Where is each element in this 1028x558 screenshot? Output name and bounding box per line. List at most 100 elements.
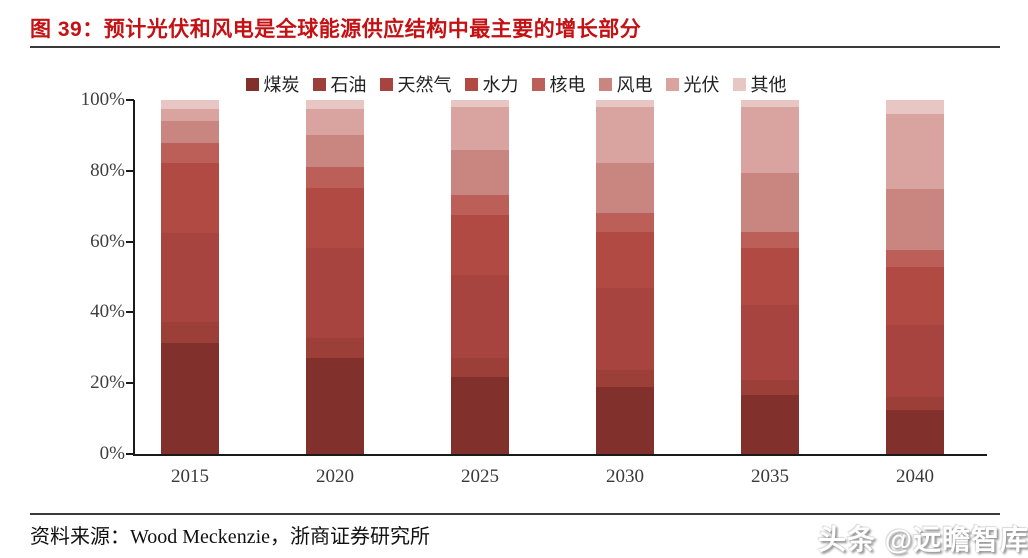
y-axis-tick <box>126 169 134 172</box>
bar-segment-光伏 <box>596 106 654 164</box>
bar-segment-核电 <box>306 166 364 189</box>
x-axis-label-2025: 2025 <box>461 466 499 487</box>
legend-label: 风电 <box>616 75 653 95</box>
bar-segment-煤炭 <box>451 376 509 454</box>
bar-segment-其他 <box>596 100 654 107</box>
bar-segment-煤炭 <box>886 410 944 454</box>
legend-item-煤炭: 煤炭 <box>245 71 300 97</box>
bar-segment-天然气 <box>596 288 654 371</box>
bar-segment-石油 <box>596 370 654 387</box>
bar-segment-水力 <box>886 266 944 326</box>
bar-segment-核电 <box>741 231 799 249</box>
bar-2025 <box>451 100 509 454</box>
legend-swatch-icon <box>531 77 545 91</box>
chart-legend: 煤炭 石油 天然气 水力 核电 风电 光伏 其他 <box>90 71 942 97</box>
bar-segment-光伏 <box>886 113 944 189</box>
bar-2030 <box>596 100 654 454</box>
y-axis-label: 40% <box>90 301 125 323</box>
bar-segment-石油 <box>451 358 509 377</box>
bar-2020 <box>306 100 364 454</box>
bar-segment-其他 <box>161 100 219 109</box>
x-axis-label-2015: 2015 <box>171 466 209 487</box>
bar-segment-光伏 <box>306 108 364 136</box>
bar-2040 <box>886 100 944 454</box>
legend-swatch-icon <box>245 77 259 91</box>
legend-item-风电: 风电 <box>598 71 653 97</box>
y-axis-label: 60% <box>90 230 125 252</box>
bar-segment-光伏 <box>161 108 219 121</box>
legend-label: 天然气 <box>397 75 452 95</box>
x-axis-labels: 2015 2020 2025 2030 2035 2040 <box>135 466 987 490</box>
bar-segment-煤炭 <box>306 358 364 454</box>
bar-segment-天然气 <box>451 275 509 359</box>
y-axis-label: 20% <box>90 372 125 394</box>
footer-divider-line <box>30 513 1000 515</box>
bar-segment-水力 <box>596 231 654 289</box>
bar-segment-石油 <box>161 321 219 343</box>
x-axis-label-2040: 2040 <box>896 466 934 487</box>
bar-segment-核电 <box>596 213 654 232</box>
bar-segment-天然气 <box>306 248 364 339</box>
legend-swatch-icon <box>464 77 478 91</box>
figure-title: 图 39：预计光伏和风电是全球能源供应结构中最主要的增长部分 <box>30 18 642 41</box>
y-axis-tick <box>126 240 134 243</box>
bar-2035 <box>741 100 799 454</box>
bar-segment-其他 <box>306 100 364 109</box>
x-axis-label-2020: 2020 <box>316 466 354 487</box>
legend-swatch-icon <box>379 77 393 91</box>
source-note: 资料来源：Wood Meckenzie，浙商证券研究所 <box>30 526 430 548</box>
bar-segment-水力 <box>451 215 509 276</box>
bar-segment-核电 <box>886 250 944 267</box>
bar-segment-煤炭 <box>741 394 799 454</box>
bar-segment-水力 <box>741 248 799 305</box>
bar-segment-风电 <box>161 120 219 143</box>
bar-segment-风电 <box>741 173 799 232</box>
legend-label: 水力 <box>482 75 519 95</box>
bar-segment-石油 <box>741 380 799 395</box>
bar-segment-其他 <box>886 100 944 114</box>
bar-segment-煤炭 <box>596 386 654 454</box>
y-axis-tick <box>126 453 134 455</box>
y-axis-label: 80% <box>90 159 125 181</box>
legend-label: 核电 <box>549 75 586 95</box>
legend-swatch-icon <box>732 77 746 91</box>
bar-segment-水力 <box>161 163 219 234</box>
legend-label: 煤炭 <box>263 75 300 95</box>
legend-item-光伏: 光伏 <box>665 71 720 97</box>
bar-segment-风电 <box>596 163 654 214</box>
x-axis-label-2030: 2030 <box>606 466 644 487</box>
watermark: 头条 @远瞻智库 <box>818 524 1028 555</box>
legend-item-天然气: 天然气 <box>379 71 452 97</box>
legend-label: 其他 <box>750 75 787 95</box>
legend-label: 光伏 <box>683 75 720 95</box>
legend-swatch-icon <box>665 77 679 91</box>
y-axis-label: 0% <box>99 443 125 464</box>
bar-segment-煤炭 <box>161 342 219 454</box>
bar-segment-天然气 <box>741 304 799 381</box>
bar-segment-天然气 <box>886 325 944 397</box>
title-divider-line <box>30 46 1000 48</box>
legend-item-水力: 水力 <box>464 71 519 97</box>
legend-item-核电: 核电 <box>531 71 586 97</box>
legend-item-石油: 石油 <box>312 71 367 97</box>
legend-item-其他: 其他 <box>732 71 787 97</box>
bar-segment-风电 <box>886 188 944 251</box>
bar-segment-其他 <box>741 100 799 107</box>
y-axis-tick <box>126 99 134 101</box>
legend-swatch-icon <box>312 77 326 91</box>
bar-segment-石油 <box>886 396 944 411</box>
y-axis-tick <box>126 382 134 385</box>
bar-segment-核电 <box>161 142 219 164</box>
bar-segment-光伏 <box>741 106 799 174</box>
bar-segment-核电 <box>451 195 509 216</box>
y-axis-label: 100% <box>80 89 125 110</box>
bar-segment-光伏 <box>451 107 509 151</box>
bar-segment-风电 <box>306 135 364 167</box>
legend-swatch-icon <box>598 77 612 91</box>
legend-label: 石油 <box>330 75 367 95</box>
bar-segment-天然气 <box>161 233 219 322</box>
plot-area <box>126 99 987 456</box>
y-axis-tick <box>126 311 134 314</box>
bar-2015 <box>161 100 219 454</box>
